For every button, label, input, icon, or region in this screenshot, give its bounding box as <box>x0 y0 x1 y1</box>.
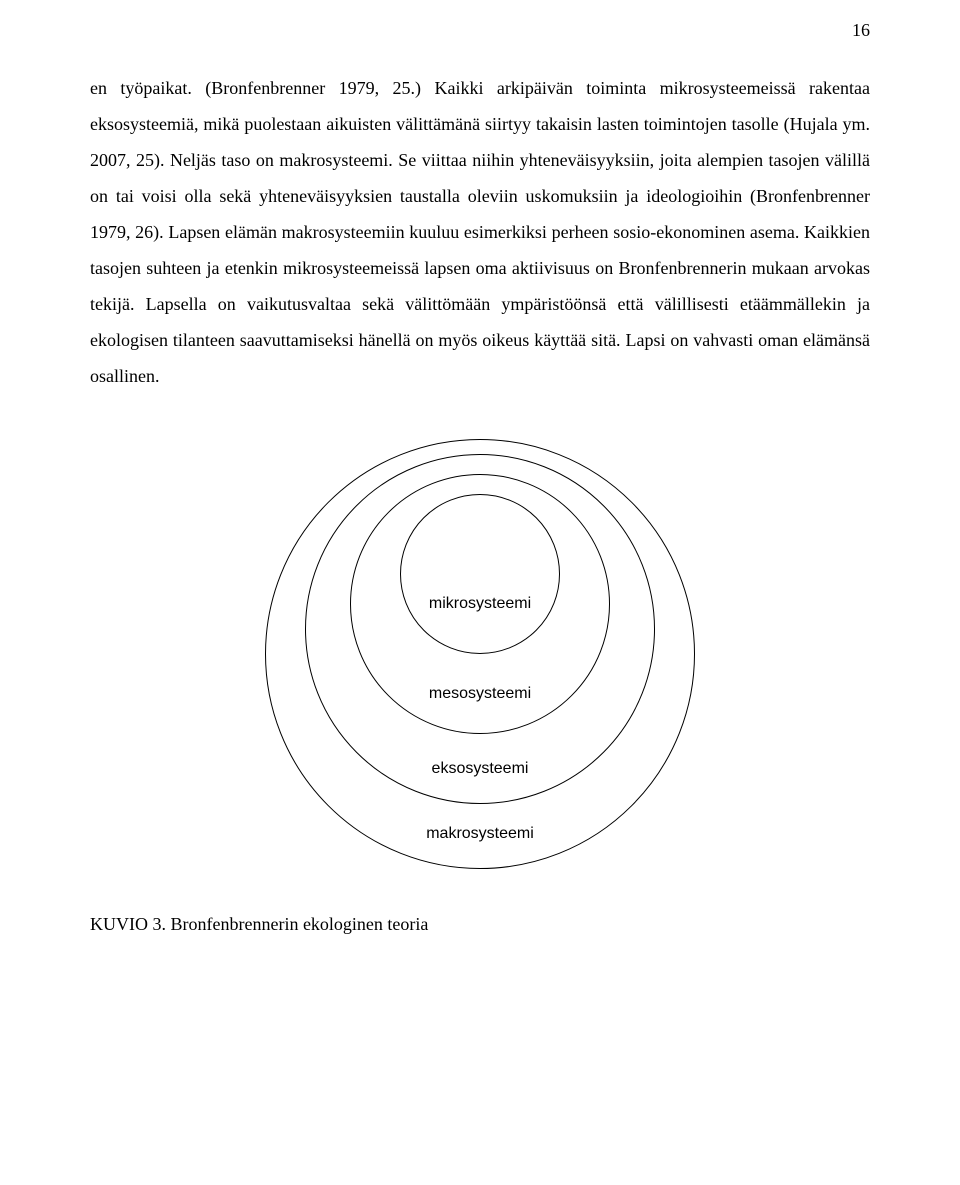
page: 16 en työpaikat. (Bronfenbrenner 1979, 2… <box>0 0 960 1185</box>
page-number: 16 <box>852 20 870 41</box>
label-mikrosysteemi: mikrosysteemi <box>429 595 531 613</box>
label-mesosysteemi: mesosysteemi <box>429 685 531 703</box>
circle-mikrosysteemi <box>400 494 560 654</box>
ecological-systems-diagram: mikrosysteemi mesosysteemi eksosysteemi … <box>240 434 720 874</box>
label-makrosysteemi: makrosysteemi <box>426 825 534 843</box>
figure-caption: KUVIO 3. Bronfenbrennerin ekologinen teo… <box>90 914 870 935</box>
label-eksosysteemi: eksosysteemi <box>432 760 529 778</box>
body-paragraph: en työpaikat. (Bronfenbrenner 1979, 25.)… <box>90 70 870 394</box>
diagram-container: mikrosysteemi mesosysteemi eksosysteemi … <box>90 434 870 874</box>
